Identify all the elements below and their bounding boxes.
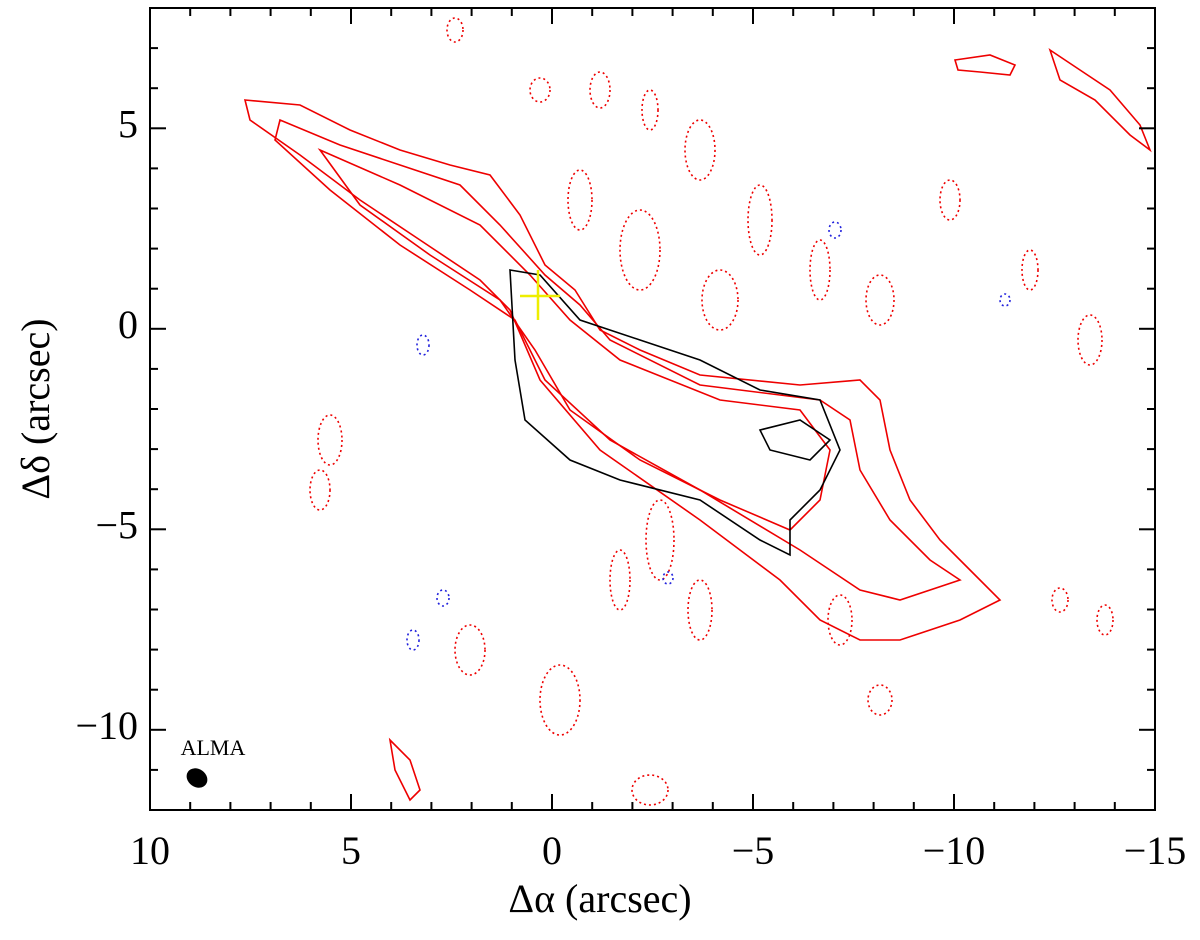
black-contour — [509, 269, 841, 557]
y-tick-label: −5 — [95, 502, 138, 547]
y-tick-label: 5 — [118, 101, 138, 146]
x-tick-label: 10 — [130, 828, 170, 873]
black-contour — [758, 419, 832, 461]
source-cross — [520, 270, 560, 320]
contours — [186, 17, 1152, 806]
x-tick-label: −10 — [923, 828, 986, 873]
x-tick-label: 5 — [341, 828, 361, 873]
x-tick-label: 0 — [542, 828, 562, 873]
mid-contour — [274, 118, 962, 601]
beam — [186, 768, 208, 788]
dotted-contours — [309, 17, 1114, 806]
y-axis-label: Δδ (arcsec) — [13, 318, 58, 499]
x-tick-label: −15 — [1124, 828, 1187, 873]
annotation: ALMA — [181, 735, 246, 760]
x-tick-label: −5 — [732, 828, 775, 873]
x-axis-label: Δα (arcsec) — [508, 876, 691, 921]
red-contour — [1048, 48, 1152, 153]
red-contour — [388, 737, 421, 802]
red-contour — [953, 54, 1017, 76]
y-tick-label: 0 — [118, 302, 138, 347]
inner-contour — [317, 148, 831, 531]
outer-contour — [243, 99, 1002, 641]
y-tick-label: −10 — [75, 703, 138, 748]
